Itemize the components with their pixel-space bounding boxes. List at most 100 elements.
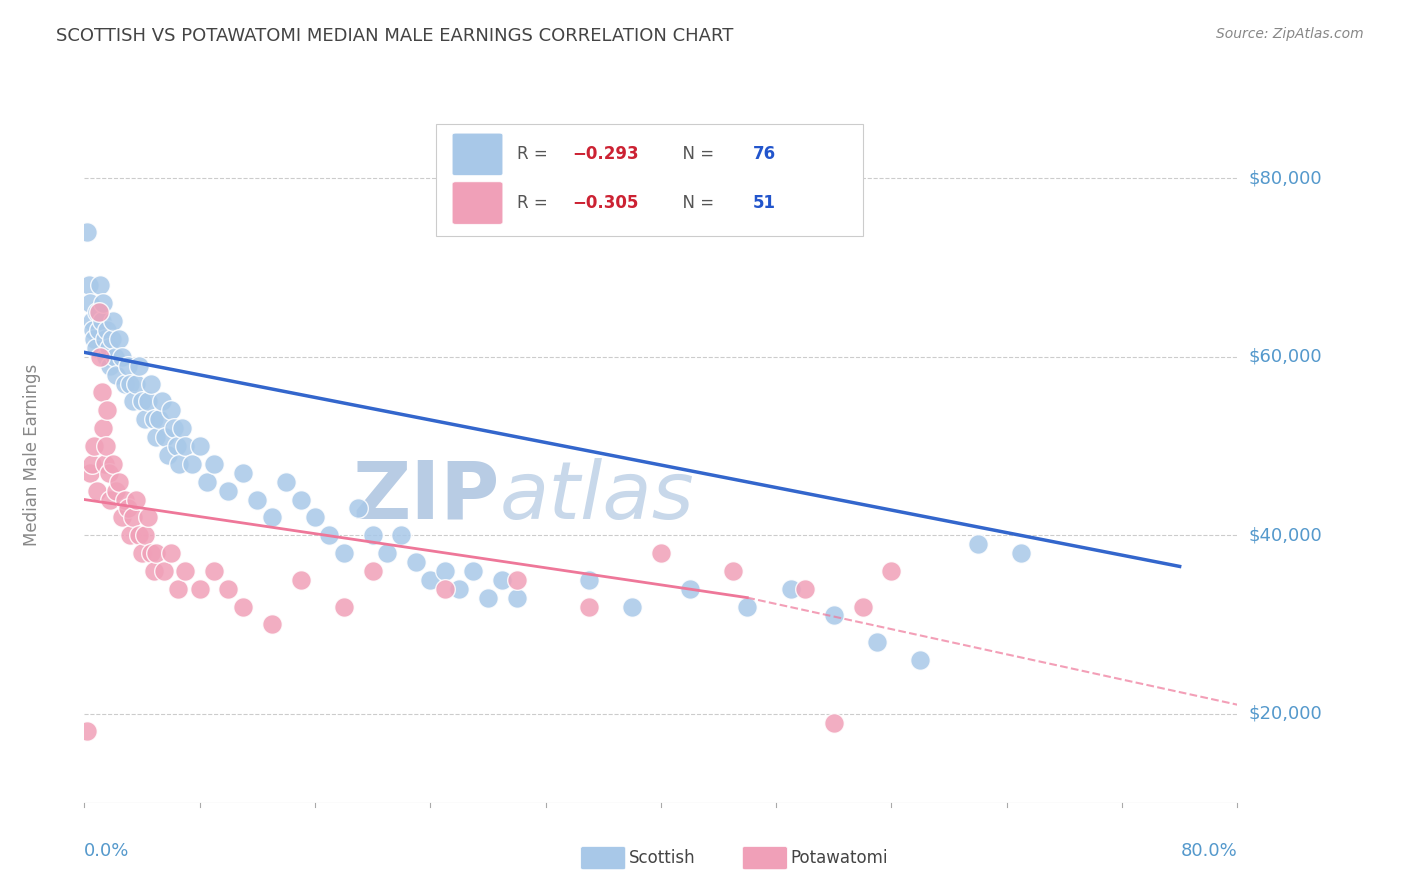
Point [318, 528, 340, 542]
Point [181, 457, 204, 471]
Point [419, 573, 441, 587]
Point [83, 439, 105, 453]
Point [304, 510, 326, 524]
Point [491, 573, 513, 587]
Point [79, 466, 101, 480]
Point [172, 421, 194, 435]
Point [120, 528, 142, 542]
Point [433, 564, 456, 578]
Point [852, 599, 875, 614]
Point [232, 466, 254, 480]
Point [463, 564, 485, 578]
Text: R =: R = [517, 145, 553, 163]
Point [506, 573, 529, 587]
Point [108, 475, 131, 489]
Point [823, 608, 845, 623]
Text: 0.0%: 0.0% [84, 842, 129, 860]
Point [105, 483, 128, 498]
Point [477, 591, 499, 605]
Point [232, 599, 254, 614]
Point [89, 350, 111, 364]
Point [246, 492, 269, 507]
Point [96, 403, 118, 417]
Point [721, 564, 744, 578]
Point [98, 359, 121, 373]
Point [125, 492, 148, 507]
Point [195, 475, 218, 489]
Text: 51: 51 [754, 194, 776, 212]
Point [80, 457, 103, 471]
Point [122, 510, 145, 524]
Point [823, 715, 845, 730]
Point [79, 296, 101, 310]
Point [82, 323, 104, 337]
Text: N =: N = [672, 145, 720, 163]
Point [76, 724, 98, 739]
Point [152, 564, 174, 578]
Text: 76: 76 [754, 145, 776, 163]
FancyBboxPatch shape [453, 182, 503, 224]
Point [578, 599, 600, 614]
Text: ZIP: ZIP [352, 458, 499, 536]
Point [139, 376, 162, 391]
Point [86, 305, 108, 319]
Point [375, 546, 398, 560]
FancyBboxPatch shape [453, 133, 503, 176]
Point [142, 412, 165, 426]
Point [202, 457, 225, 471]
Point [125, 376, 148, 391]
Point [174, 439, 197, 453]
Point [91, 296, 114, 310]
Text: $40,000: $40,000 [1249, 526, 1322, 544]
Point [866, 635, 889, 649]
Point [260, 617, 283, 632]
Text: SCOTTISH VS POTAWATOMI MEDIAN MALE EARNINGS CORRELATION CHART: SCOTTISH VS POTAWATOMI MEDIAN MALE EARNI… [56, 27, 734, 45]
Point [163, 421, 186, 435]
Text: $20,000: $20,000 [1249, 705, 1322, 723]
Point [134, 528, 156, 542]
Point [98, 492, 121, 507]
Point [122, 394, 145, 409]
Text: Potawatomi: Potawatomi [790, 849, 887, 867]
Text: atlas: atlas [499, 458, 695, 536]
Point [908, 653, 931, 667]
Point [347, 501, 370, 516]
Point [91, 421, 114, 435]
FancyBboxPatch shape [436, 124, 863, 235]
Point [166, 439, 188, 453]
Point [260, 510, 283, 524]
Point [290, 492, 312, 507]
Point [142, 564, 165, 578]
Point [779, 582, 801, 596]
Text: −0.305: −0.305 [572, 194, 638, 212]
Point [139, 546, 162, 560]
Point [84, 341, 107, 355]
Text: Median Male Earnings: Median Male Earnings [24, 364, 42, 546]
Point [120, 376, 142, 391]
Point [650, 546, 672, 560]
Point [128, 359, 150, 373]
Point [114, 492, 136, 507]
Point [188, 439, 211, 453]
Point [332, 599, 354, 614]
Point [128, 528, 150, 542]
Point [90, 385, 112, 400]
Point [136, 394, 159, 409]
Point [97, 466, 120, 480]
Point [100, 332, 122, 346]
Point [145, 546, 167, 560]
Point [153, 430, 176, 444]
Point [880, 564, 903, 578]
Point [447, 582, 470, 596]
Point [148, 412, 170, 426]
Point [117, 359, 139, 373]
Text: R =: R = [517, 194, 553, 212]
Point [145, 430, 167, 444]
Text: −0.293: −0.293 [572, 145, 638, 163]
Point [89, 278, 111, 293]
Point [274, 475, 298, 489]
Point [105, 368, 128, 382]
Point [94, 439, 117, 453]
Point [131, 546, 153, 560]
Text: $60,000: $60,000 [1249, 348, 1322, 366]
